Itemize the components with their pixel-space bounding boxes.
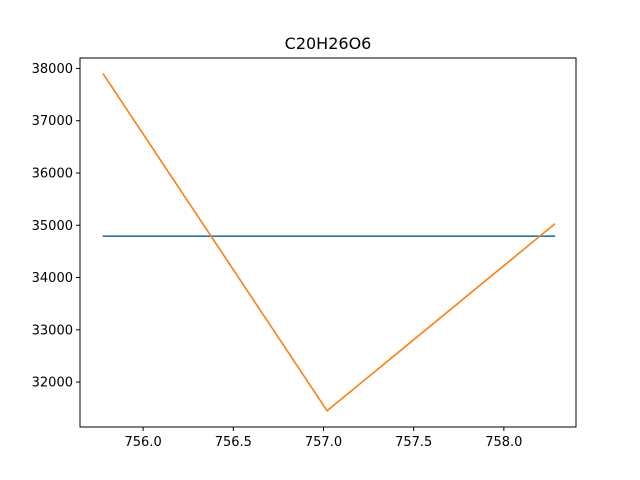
x-tick-label: 757.0 — [305, 435, 342, 450]
y-tick-label: 38000 — [32, 62, 73, 77]
chart-title: C20H26O6 — [285, 34, 372, 53]
x-tick-label: 756.0 — [125, 435, 162, 450]
plot-frame — [79, 57, 577, 428]
x-tick-label: 757.5 — [395, 435, 432, 450]
y-tick-label: 32000 — [32, 376, 73, 391]
x-tick-label: 758.0 — [485, 435, 522, 450]
y-tick-label: 36000 — [32, 166, 73, 181]
y-tick-label: 33000 — [32, 323, 73, 338]
series-line-2 — [102, 73, 556, 412]
y-tick-label: 37000 — [32, 114, 73, 129]
x-tick-label: 756.5 — [215, 435, 252, 450]
y-tick-label: 34000 — [32, 271, 73, 286]
y-tick-label: 35000 — [32, 219, 73, 234]
